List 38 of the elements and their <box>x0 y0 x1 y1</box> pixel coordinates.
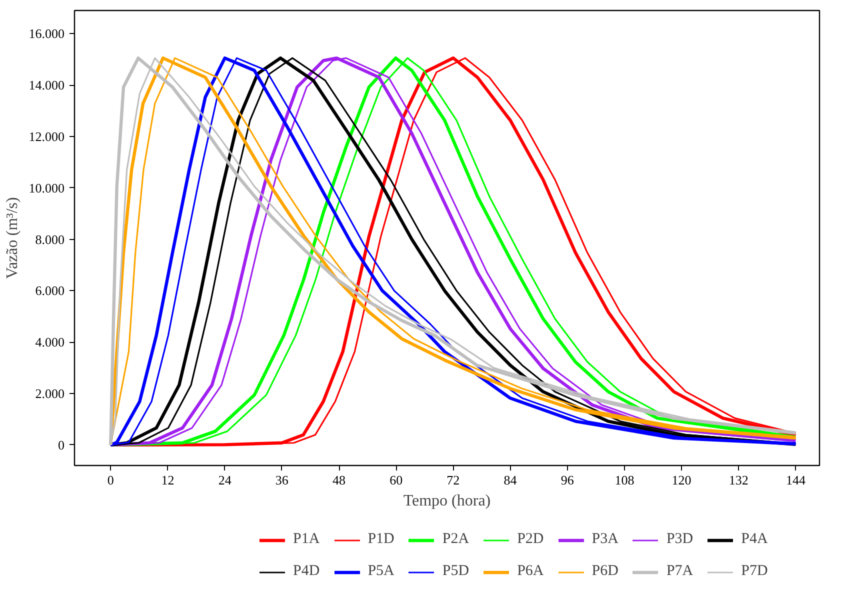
x-tick-label: 108 <box>614 472 634 488</box>
y-tick-label: 4.000 <box>35 334 64 350</box>
legend-label: P4A <box>741 531 768 548</box>
x-tick-label: 84 <box>504 472 518 488</box>
x-tick-label: 132 <box>728 472 748 488</box>
x-tick-label: 60 <box>390 472 403 488</box>
x-tick-label: 120 <box>672 472 692 488</box>
legend-label: P5A <box>368 563 394 580</box>
x-tick-label: 12 <box>161 472 174 488</box>
y-axis-title: Vazão (m³/s) <box>4 197 21 279</box>
x-tick-label: 96 <box>560 472 574 488</box>
y-tick-label: 16.000 <box>28 26 64 42</box>
x-tick-label: 72 <box>446 472 460 488</box>
y-tick-label: 6.000 <box>35 283 64 298</box>
x-tick-label: 0 <box>107 472 114 488</box>
x-tick-label: 24 <box>218 472 232 488</box>
legend-label: P4D <box>293 563 320 580</box>
y-tick-label: 14.000 <box>28 78 64 93</box>
x-tick-label: 36 <box>275 472 289 488</box>
y-tick-label: 8.000 <box>35 232 64 247</box>
y-tick-label: 12.000 <box>28 128 64 144</box>
legend-label: P3D <box>666 531 694 548</box>
y-tick-label: 0 <box>58 437 64 452</box>
legend-label: P1D <box>368 531 394 548</box>
legend-label: P3A <box>592 531 618 548</box>
legend-label: P6D <box>592 563 618 580</box>
legend-label: P1A <box>293 531 320 548</box>
y-tick-label: 10.000 <box>28 180 64 196</box>
y-tick-label: 2.000 <box>35 386 64 402</box>
legend-label: P7A <box>666 563 694 580</box>
legend-label: P2A <box>442 531 470 548</box>
legend-label: P2D <box>517 531 544 548</box>
legend-label: P6A <box>517 563 544 580</box>
legend-label: P7D <box>741 563 768 580</box>
x-tick-label: 48 <box>332 472 346 488</box>
legend-label: P5D <box>442 563 470 580</box>
x-tick-label: 144 <box>786 472 806 488</box>
x-axis-title: Tempo (hora) <box>403 492 491 510</box>
